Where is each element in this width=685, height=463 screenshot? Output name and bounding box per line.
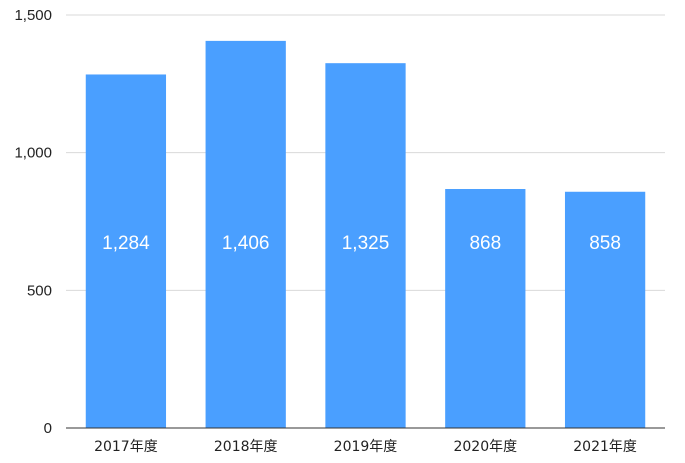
y-tick-label: 0 — [44, 420, 52, 437]
bar-2021年度 — [564, 191, 646, 428]
bar-2019年度 — [325, 63, 406, 428]
bar-2017年度 — [85, 74, 167, 429]
bars: 1,284 1,406 1,325 868 858 — [85, 40, 646, 429]
bar-2018年度 — [205, 40, 286, 428]
y-tick-label: 500 — [27, 282, 52, 299]
y-tick-label: 1,500 — [14, 7, 52, 24]
bar-value-label: 1,406 — [222, 233, 270, 254]
y-axis-ticks: 0 500 1,000 1,500 — [14, 7, 52, 437]
bar-value-label: 1,325 — [342, 233, 390, 254]
x-axis-ticks: 2017年度 2018年度 2019年度 2020年度 2021年度 — [94, 439, 637, 455]
bar-2020年度 — [445, 189, 526, 428]
x-tick-label: 2021年度 — [573, 439, 637, 455]
x-tick-label: 2020年度 — [453, 439, 517, 455]
bar-value-label: 858 — [589, 233, 621, 254]
x-tick-label: 2017年度 — [94, 439, 158, 455]
bar-value-label: 1,284 — [102, 233, 150, 254]
x-tick-label: 2018年度 — [214, 439, 278, 455]
x-tick-label: 2019年度 — [334, 439, 398, 455]
y-tick-label: 1,000 — [14, 145, 52, 162]
bar-value-label: 868 — [469, 233, 501, 254]
